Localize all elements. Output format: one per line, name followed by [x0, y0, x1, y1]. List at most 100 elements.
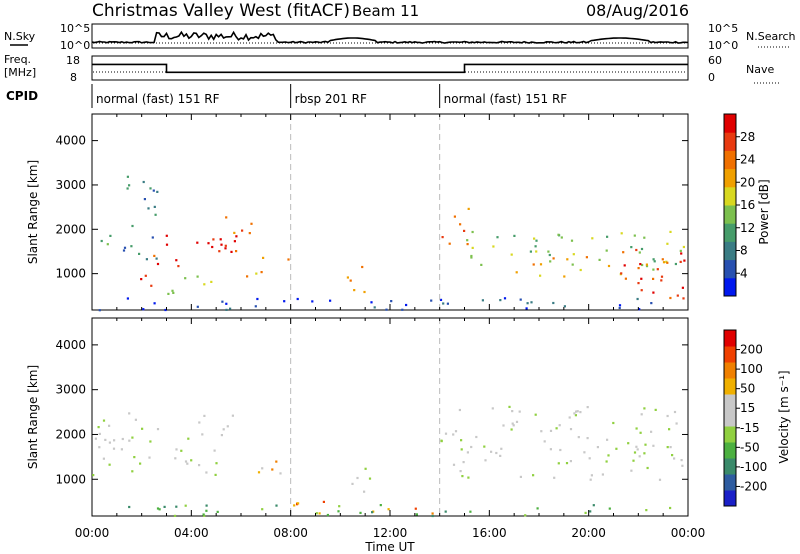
data-cell [589, 478, 592, 481]
data-cell [326, 513, 329, 517]
data-cell [203, 414, 206, 417]
data-cell [385, 308, 388, 311]
colorbar-swatch [724, 410, 736, 427]
data-cell [121, 437, 124, 441]
data-cell [669, 506, 672, 510]
data-cell [669, 230, 672, 233]
data-cell [519, 298, 522, 301]
data-cell [175, 259, 178, 262]
data-cell [560, 236, 563, 239]
velocity-colorbar-label: Velocity [m s⁻¹] [777, 370, 791, 463]
data-cell [680, 252, 683, 255]
data-cell [606, 235, 609, 238]
freq-right-tick-top: 60 [708, 54, 722, 67]
noise-sky-line [91, 30, 689, 44]
data-cell [681, 286, 684, 289]
data-cell [106, 243, 109, 246]
data-cell [224, 247, 227, 250]
data-cell [210, 280, 213, 283]
data-cell [220, 434, 223, 437]
data-cell [652, 268, 655, 271]
data-cell [607, 264, 611, 268]
data-cell [442, 302, 445, 305]
data-cell [165, 234, 168, 237]
data-cell [630, 246, 633, 249]
colorbar-tick-label: 8 [740, 244, 748, 258]
data-cell [229, 307, 232, 310]
data-cell [370, 301, 373, 304]
data-cell [515, 420, 519, 423]
data-cell [645, 509, 648, 512]
data-cell [218, 250, 221, 253]
data-cell [470, 445, 473, 449]
data-cell [563, 305, 566, 308]
data-cell [644, 443, 647, 446]
data-cell [222, 428, 225, 431]
data-cell [446, 302, 449, 305]
data-cell [131, 470, 134, 473]
data-cell [196, 241, 199, 244]
colorbar-tick-label: 50 [740, 382, 755, 396]
colorbar-swatch [724, 259, 736, 279]
x-tick-label: 00:00 [75, 526, 110, 540]
data-cell [638, 455, 641, 458]
data-cell [241, 229, 244, 232]
colorbar-tick-label: 28 [740, 130, 755, 144]
data-cell [495, 451, 498, 455]
data-cell [123, 246, 127, 249]
x-tick-label: 08:00 [273, 526, 308, 540]
data-cell [198, 421, 201, 424]
data-cell [592, 504, 595, 507]
data-cell [676, 294, 679, 297]
data-cell [510, 428, 513, 431]
data-cell [98, 432, 101, 435]
colorbar-swatch [724, 378, 736, 395]
data-cell [624, 277, 627, 280]
beam-label: Beam 11 [352, 2, 419, 20]
data-cell [605, 249, 608, 252]
data-cell [535, 239, 538, 242]
data-cell [500, 447, 503, 450]
data-cell [150, 284, 153, 287]
data-cell [184, 460, 188, 463]
data-cell [100, 239, 103, 243]
data-cell [142, 308, 145, 311]
data-cell [120, 448, 123, 451]
data-cell [172, 291, 175, 294]
data-cell [149, 187, 152, 190]
colorbar-swatch [724, 394, 736, 411]
cpid-segment-label: normal (fast) 151 RF [96, 92, 220, 106]
data-cell [246, 275, 249, 278]
data-cell [177, 265, 180, 268]
data-cell [652, 277, 655, 280]
data-cell [128, 412, 131, 415]
freq-label-line1: Freq. [4, 53, 31, 66]
data-cell [225, 302, 228, 305]
data-cell [203, 514, 206, 517]
noise-left-tick-top: 10^5 [60, 22, 90, 35]
data-cell [632, 459, 635, 462]
data-cell [131, 436, 134, 439]
data-cell [458, 408, 461, 412]
data-cell [205, 509, 208, 512]
data-cell [98, 309, 101, 312]
colorbar-tick-label: 12 [740, 221, 755, 235]
colorbar-swatch [724, 426, 736, 443]
data-cell [650, 430, 653, 433]
data-cell [643, 407, 646, 410]
data-cell [293, 504, 296, 507]
data-cell [163, 505, 166, 508]
data-cell [231, 414, 234, 417]
data-cell [133, 456, 136, 459]
y-tick-label: 4000 [55, 134, 86, 148]
data-cell [640, 277, 643, 280]
data-cell [645, 263, 648, 266]
data-cell [260, 271, 263, 274]
data-cell [674, 262, 677, 266]
data-cell [539, 263, 543, 266]
data-cell [620, 232, 623, 235]
colorbar-swatch [724, 346, 736, 363]
data-cell [315, 512, 318, 515]
power-panel-frame [91, 113, 689, 311]
data-cell [171, 289, 174, 292]
